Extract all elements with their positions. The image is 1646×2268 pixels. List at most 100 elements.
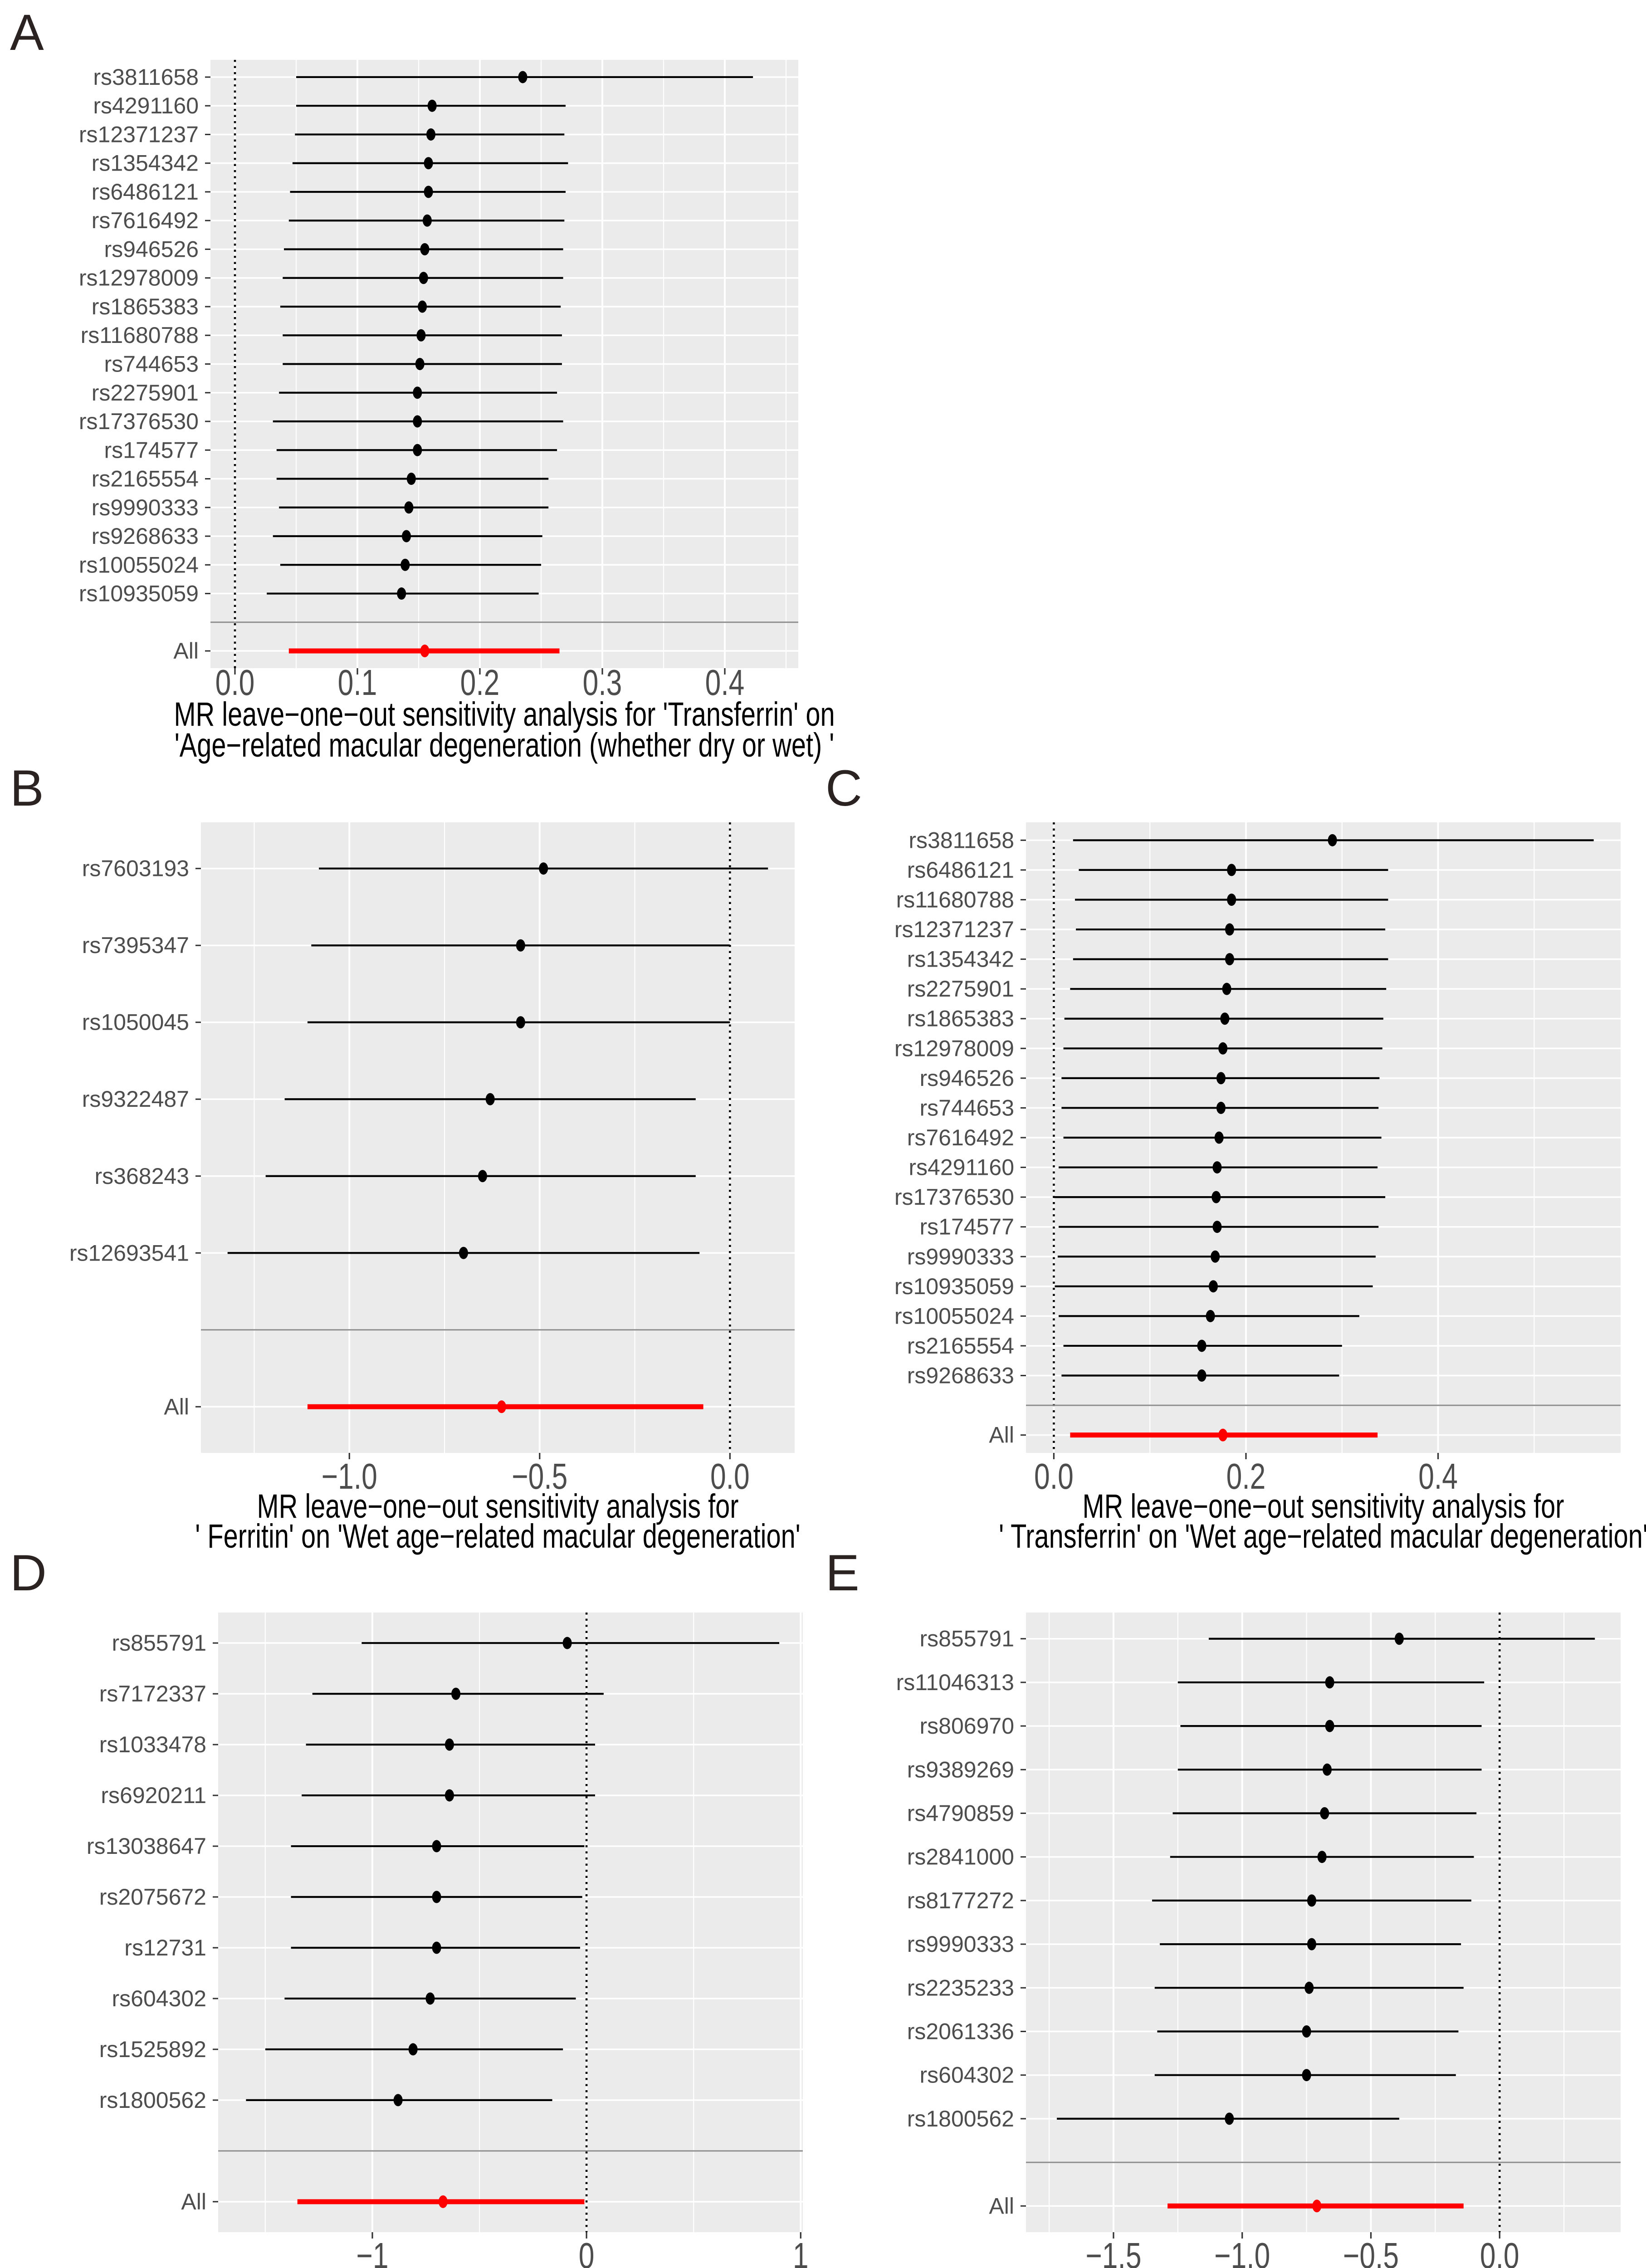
point-estimate: [1216, 1072, 1226, 1085]
snp-label: rs2075672: [99, 1884, 206, 1910]
snp-label: rs9322487: [82, 1086, 189, 1112]
snp-label: rs7616492: [907, 1125, 1014, 1150]
snp-label: rs7172337: [99, 1681, 206, 1706]
all-point-estimate: [438, 2195, 448, 2208]
point-estimate: [1302, 2025, 1311, 2038]
x-tick-label: −1.0: [1214, 2236, 1270, 2268]
point-estimate: [516, 939, 525, 952]
x-tick-label: −1.0: [322, 1457, 377, 1497]
point-estimate: [1227, 893, 1236, 906]
snp-label: rs12731: [124, 1935, 206, 1960]
point-estimate: [1307, 1938, 1316, 1950]
snp-label: rs946526: [104, 236, 199, 262]
point-estimate: [418, 300, 427, 313]
snp-label: rs3811658: [908, 827, 1014, 853]
snp-label: rs1354342: [907, 947, 1014, 972]
point-estimate: [413, 386, 422, 399]
x-tick-label: 0.2: [460, 663, 500, 703]
panel-title-line: ' Ferritin' on 'Wet age−related macular …: [195, 1518, 800, 1555]
snp-label: rs1354342: [92, 151, 199, 176]
point-estimate: [1320, 1807, 1329, 1820]
point-estimate: [459, 1246, 468, 1259]
point-estimate: [1304, 1981, 1314, 1994]
snp-label: rs855791: [920, 1626, 1015, 1652]
x-tick-label: 1: [793, 2236, 809, 2268]
x-tick-label: 0.4: [705, 663, 745, 703]
snp-label: rs604302: [920, 2063, 1015, 2088]
point-estimate: [1212, 1161, 1222, 1174]
point-estimate: [401, 558, 410, 571]
point-estimate: [406, 473, 416, 485]
point-estimate: [562, 1637, 572, 1649]
point-estimate: [516, 1016, 525, 1029]
point-estimate: [518, 71, 528, 83]
point-estimate: [424, 157, 433, 170]
panel-title-line: MR leave−one−out sensitivity analysis fo…: [257, 1488, 739, 1525]
point-estimate: [1225, 953, 1235, 966]
point-estimate: [404, 501, 414, 514]
snp-label: rs17376530: [79, 409, 199, 434]
snp-label: rs1800562: [99, 2087, 206, 2113]
point-estimate: [422, 214, 432, 227]
x-tick-label: −1.5: [1085, 2236, 1141, 2268]
panel-title-line: ' Transferrin' on 'Wet age−related macul…: [999, 1518, 1646, 1555]
x-tick-label: 0.0: [1034, 1457, 1074, 1497]
snp-label: rs9990333: [92, 495, 199, 520]
all-point-estimate: [1312, 2200, 1322, 2213]
all-label: All: [989, 2193, 1014, 2219]
point-estimate: [408, 2043, 418, 2056]
x-tick-label: −0.5: [1343, 2236, 1399, 2268]
x-tick-label: −0.5: [512, 1457, 567, 1497]
point-estimate: [1222, 982, 1231, 995]
point-estimate: [1325, 1720, 1334, 1732]
snp-label: rs7395347: [82, 933, 189, 958]
point-estimate: [1225, 2112, 1234, 2125]
point-estimate: [420, 243, 430, 255]
point-estimate: [397, 587, 406, 600]
panel-title-line: MR leave−one−out sensitivity analysis fo…: [1083, 1488, 1564, 1525]
all-point-estimate: [497, 1400, 506, 1413]
point-estimate: [432, 1941, 441, 1954]
snp-label: rs2841000: [907, 1844, 1014, 1870]
snp-label: rs12978009: [79, 265, 199, 291]
snp-label: rs11680788: [896, 887, 1014, 912]
snp-label: rs6920211: [101, 1783, 206, 1808]
panel-title-line: 'Age−related macular degeneration (wheth…: [175, 727, 835, 764]
snp-label: rs1865383: [907, 1006, 1014, 1031]
snp-label: rs1865383: [92, 294, 199, 319]
snp-label: rs2275901: [92, 380, 199, 406]
snp-label: rs7603193: [82, 856, 189, 881]
snp-label: rs368243: [95, 1163, 190, 1189]
point-estimate: [1206, 1310, 1215, 1322]
snp-label: rs174577: [920, 1214, 1015, 1240]
snp-label: rs946526: [920, 1066, 1015, 1091]
point-estimate: [1197, 1339, 1206, 1352]
point-estimate: [1227, 864, 1236, 876]
panel-a: rs3811658 rs4291160 rs12371237 rs1354342 rs6…: [79, 60, 835, 764]
point-estimate: [1208, 1280, 1218, 1293]
snp-label: rs2165554: [92, 466, 199, 492]
snp-label: rs806970: [920, 1713, 1015, 1739]
snp-label: rs1525892: [99, 2037, 206, 2062]
snp-label: rs6486121: [92, 179, 199, 205]
snp-label: rs10055024: [894, 1303, 1014, 1329]
x-tick-label: 0.4: [1418, 1457, 1458, 1497]
snp-label: rs10935059: [79, 581, 199, 606]
snp-label: rs3811658: [93, 64, 199, 90]
panel-label-b: B: [10, 760, 44, 816]
x-tick-label: −1: [356, 2236, 388, 2268]
snp-label: rs744653: [920, 1095, 1015, 1120]
plot-background: [1026, 1613, 1621, 2232]
x-tick-label: 0.2: [1226, 1457, 1266, 1497]
x-tick-label: 0: [579, 2236, 595, 2268]
point-estimate: [1394, 1633, 1404, 1645]
x-tick-label: 0.1: [338, 663, 377, 703]
point-estimate: [424, 186, 433, 198]
all-point-estimate: [1218, 1428, 1228, 1442]
x-tick-label: 0.0: [1480, 2236, 1519, 2268]
snp-label: rs2165554: [907, 1333, 1014, 1359]
all-label: All: [164, 1394, 189, 1419]
snp-label: rs12693541: [69, 1240, 189, 1266]
point-estimate: [1212, 1221, 1222, 1233]
snp-label: rs9990333: [907, 1244, 1014, 1269]
